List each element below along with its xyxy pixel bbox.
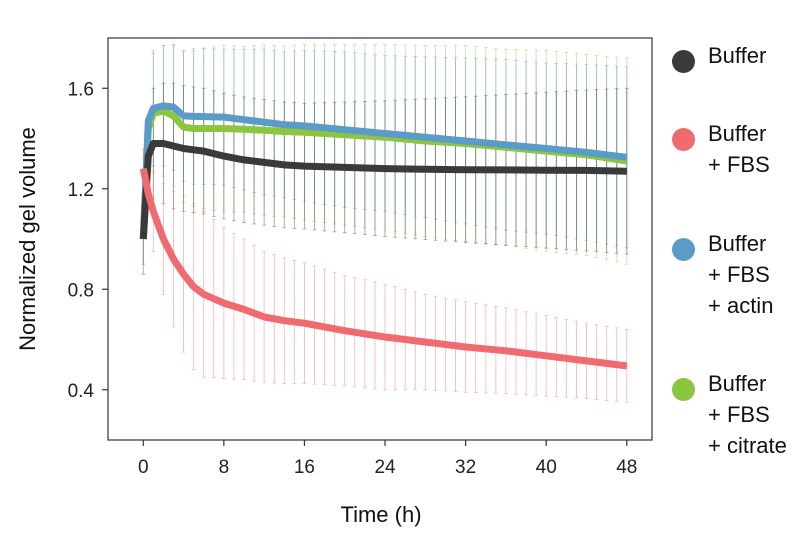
legend-label: Buffer + FBS + actin	[708, 228, 773, 321]
legend-marker	[672, 378, 695, 401]
x-axis: 0 8 16 24 32 40 48	[138, 440, 637, 478]
legend-label: Buffer + FBS + citrate	[708, 368, 787, 461]
legend-marker	[672, 128, 695, 151]
legend-item: Buffer + FBS	[672, 118, 770, 180]
legend-label-line: + FBS	[708, 152, 770, 177]
legend-label-line: + actin	[708, 293, 774, 318]
series-line-1	[139, 167, 628, 370]
legend-label-line: Buffer	[708, 121, 767, 146]
y-axis: 0.4 0.8 1.2 1.6	[68, 79, 108, 402]
legend-item: Buffer + FBS + actin	[672, 228, 773, 321]
error-bars	[141, 43, 629, 403]
legend-label: Buffer	[708, 40, 766, 71]
legend-marker	[672, 50, 695, 73]
x-tick-label: 8	[219, 457, 230, 478]
x-tick-label: 16	[294, 457, 315, 478]
y-tick-label: 1.2	[68, 180, 94, 201]
legend-label-line: Buffer	[708, 43, 767, 68]
legend-label-line: + FBS	[708, 262, 770, 287]
legend-label-line: + FBS	[708, 402, 770, 427]
y-axis-title: Normalized gel volume	[15, 127, 40, 351]
y-tick-label: 0.4	[68, 381, 95, 402]
y-tick-label: 0.8	[68, 280, 94, 301]
plot-frame	[107, 37, 653, 441]
y-tick-label: 1.6	[68, 79, 94, 100]
x-axis-title: Time (h)	[340, 502, 421, 527]
x-tick-label: 32	[455, 457, 476, 478]
legend-label-line: Buffer	[708, 231, 767, 256]
series-line-0	[139, 140, 627, 240]
legend-item: Buffer + FBS + citrate	[672, 368, 787, 461]
legend-item: Buffer	[672, 40, 766, 73]
series-line-2	[139, 102, 628, 240]
legend-label-line: Buffer	[708, 371, 767, 396]
x-tick-label: 48	[616, 457, 637, 478]
x-tick-label: 0	[138, 457, 149, 478]
x-tick-label: 24	[374, 457, 396, 478]
legend-label: Buffer + FBS	[708, 118, 770, 180]
series-lines	[139, 102, 628, 370]
error-bars-series-0	[141, 82, 629, 275]
legend-label-line: + citrate	[708, 433, 787, 458]
x-tick-label: 40	[536, 457, 557, 478]
legend-marker	[672, 238, 695, 261]
